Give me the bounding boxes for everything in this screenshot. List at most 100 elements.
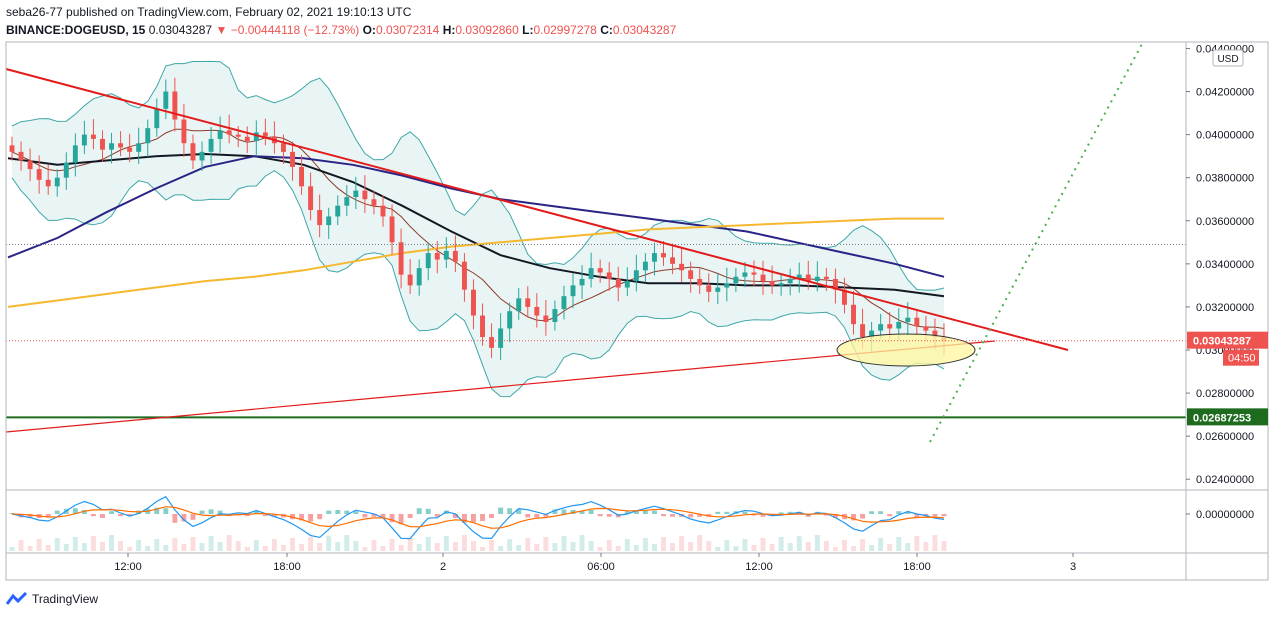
volume-bar <box>561 536 567 551</box>
volume-bar <box>235 541 241 551</box>
y-tick-label: 0.02400000 <box>1196 474 1254 486</box>
candle-body <box>480 315 485 338</box>
candle <box>172 77 178 132</box>
candle-body <box>507 311 513 329</box>
volume-bar <box>679 536 685 551</box>
histogram-bar <box>905 511 911 514</box>
candle-body <box>561 296 567 310</box>
histogram-bar <box>932 514 938 517</box>
candle <box>805 260 811 290</box>
candle <box>516 287 522 320</box>
histogram-bar <box>498 507 504 514</box>
candle-body <box>217 130 223 139</box>
candle <box>434 241 440 274</box>
candle <box>181 104 187 158</box>
candle-body <box>226 130 232 135</box>
candle <box>597 259 603 283</box>
volume-bar <box>760 538 766 551</box>
volume-bar <box>407 538 413 551</box>
candle <box>787 268 793 296</box>
candle <box>661 241 666 266</box>
histogram-bar <box>371 514 377 517</box>
moving-average-line <box>7 217 944 308</box>
volume-bar <box>253 540 259 551</box>
volume-bar <box>371 540 377 551</box>
candle <box>362 175 368 214</box>
candle-body <box>869 330 875 338</box>
candle <box>317 194 323 238</box>
volume-bar <box>688 542 694 551</box>
volume-bar <box>389 539 395 551</box>
histogram-bar <box>624 511 630 514</box>
candle <box>9 136 15 161</box>
symbol-name[interactable]: BINANCE:DOGEUSD, 15 <box>6 23 146 37</box>
volume-bar <box>715 547 721 551</box>
tradingview-brand[interactable]: TradingView <box>6 592 98 606</box>
candle <box>688 261 694 293</box>
histogram-bar <box>516 509 522 514</box>
candle-body <box>290 151 295 167</box>
histogram-bar <box>208 509 214 514</box>
volume-bar <box>18 540 24 551</box>
x-tick-label: 3 <box>1070 561 1076 573</box>
candle <box>570 273 576 309</box>
macd-line <box>11 495 945 540</box>
candle-body <box>615 278 621 288</box>
histogram-bar <box>561 509 567 514</box>
candle <box>18 141 24 171</box>
candle-body <box>715 287 721 292</box>
candle-body <box>326 216 332 226</box>
candle-body <box>244 136 250 142</box>
volume-bar <box>697 535 703 551</box>
volume-bar <box>81 543 87 551</box>
volume-bar <box>271 539 277 551</box>
candle <box>471 279 476 330</box>
candle <box>407 259 413 294</box>
histogram-bar <box>262 514 268 517</box>
volume-bar <box>778 537 784 551</box>
volume-bar <box>118 541 124 551</box>
candle <box>416 259 422 296</box>
candle-body <box>9 145 15 152</box>
candle <box>742 262 748 288</box>
volume-bar <box>597 547 603 551</box>
volume-bar <box>290 538 295 551</box>
candle-body <box>932 330 938 338</box>
volume-bar <box>154 539 160 551</box>
candle-body <box>688 270 694 279</box>
histogram-bar <box>190 514 196 520</box>
candle-body <box>787 278 793 284</box>
candle-body <box>706 285 712 292</box>
bollinger-bands <box>11 60 945 398</box>
volume-bar <box>262 546 268 551</box>
histogram-bar <box>72 508 78 514</box>
volume-bar <box>480 547 485 551</box>
volume-bar <box>615 546 621 551</box>
candle <box>579 265 585 300</box>
candle <box>380 195 386 227</box>
candle <box>796 262 802 293</box>
histogram-bar <box>543 514 549 517</box>
histogram-bar <box>9 513 15 514</box>
histogram-bar <box>606 514 612 517</box>
drawings[interactable] <box>5 41 1186 443</box>
histogram-bar <box>670 514 676 517</box>
candles[interactable] <box>9 77 947 360</box>
signal-line <box>11 506 945 529</box>
histogram-bar <box>54 510 60 514</box>
candle-body <box>534 306 540 316</box>
volume-bar <box>109 535 114 551</box>
candle <box>27 148 33 182</box>
histogram-bar <box>588 510 594 514</box>
candle-body <box>525 298 531 307</box>
volume-bar <box>814 535 820 551</box>
bollinger-lower <box>11 170 945 398</box>
volume-bar <box>461 535 467 551</box>
candle-body <box>778 283 784 286</box>
volume-bar <box>661 537 666 551</box>
candle-body <box>896 322 902 329</box>
volume-bar <box>326 536 332 551</box>
candle-body <box>253 132 259 142</box>
histogram-bar <box>742 511 748 514</box>
